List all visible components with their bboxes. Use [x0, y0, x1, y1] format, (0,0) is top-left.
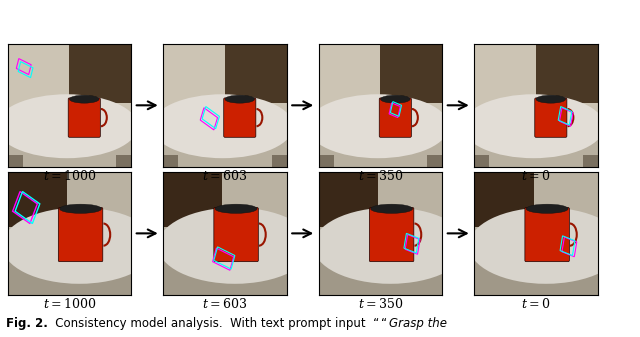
Ellipse shape [313, 208, 468, 284]
Bar [474, 44, 598, 115]
Text: Consistency model analysis.  With text prompt input  “: Consistency model analysis. With text pr… [44, 317, 379, 330]
Bar [428, 154, 442, 167]
Text: Fig. 2.: Fig. 2. [6, 317, 48, 330]
Ellipse shape [60, 204, 102, 213]
Bar [69, 44, 131, 103]
Text: $t = 603$: $t = 603$ [202, 297, 248, 311]
Bar [8, 172, 131, 248]
Text: $t = 1000$: $t = 1000$ [43, 168, 96, 183]
FancyBboxPatch shape [380, 98, 412, 137]
Bar [319, 172, 378, 227]
Ellipse shape [215, 204, 257, 213]
Text: $t = 350$: $t = 350$ [358, 168, 403, 183]
Text: $t = 603$: $t = 603$ [202, 168, 248, 183]
Bar [583, 154, 598, 167]
Bar [319, 172, 442, 248]
Bar [474, 154, 489, 167]
FancyBboxPatch shape [224, 98, 256, 137]
Ellipse shape [371, 204, 413, 213]
Bar [163, 172, 223, 227]
Bar [319, 44, 442, 115]
Ellipse shape [463, 94, 605, 158]
Bar [163, 154, 178, 167]
FancyBboxPatch shape [58, 208, 103, 262]
Bar [474, 172, 598, 248]
Ellipse shape [526, 204, 568, 213]
Ellipse shape [157, 208, 312, 284]
Bar [8, 154, 22, 167]
Bar [474, 172, 534, 227]
Bar [536, 44, 598, 103]
FancyBboxPatch shape [525, 208, 570, 262]
Bar [380, 44, 442, 103]
Bar [163, 44, 287, 115]
Ellipse shape [69, 95, 99, 103]
Ellipse shape [468, 208, 623, 284]
Text: $t = 1000$: $t = 1000$ [43, 297, 96, 311]
Text: $t = 350$: $t = 350$ [358, 297, 403, 311]
Bar [272, 154, 287, 167]
Ellipse shape [225, 95, 255, 103]
Bar [8, 172, 67, 227]
Ellipse shape [536, 95, 566, 103]
FancyBboxPatch shape [535, 98, 567, 137]
Text: Grasp the: Grasp the [389, 317, 447, 330]
Text: $t = 0$: $t = 0$ [522, 168, 550, 183]
Bar [163, 172, 287, 248]
FancyBboxPatch shape [68, 98, 100, 137]
FancyBboxPatch shape [214, 208, 259, 262]
Ellipse shape [380, 95, 410, 103]
Bar [116, 154, 131, 167]
Bar [319, 154, 333, 167]
Ellipse shape [152, 94, 294, 158]
Text: $t = 0$: $t = 0$ [522, 297, 550, 311]
Text: “: “ [381, 317, 387, 330]
FancyBboxPatch shape [369, 208, 414, 262]
Ellipse shape [307, 94, 449, 158]
Ellipse shape [0, 94, 138, 158]
Bar [8, 44, 131, 115]
Ellipse shape [2, 208, 157, 284]
Bar [225, 44, 287, 103]
